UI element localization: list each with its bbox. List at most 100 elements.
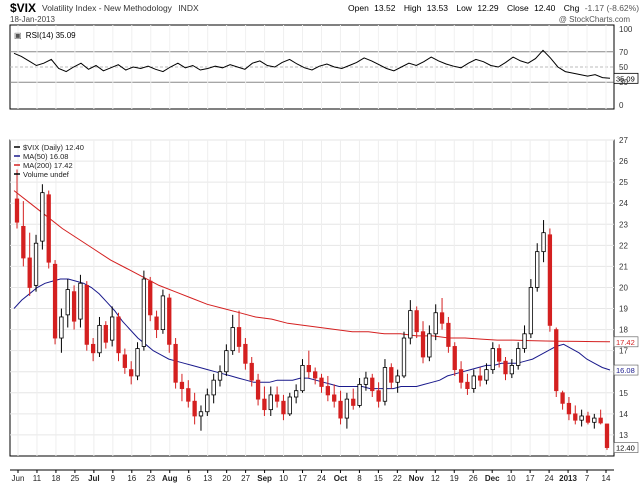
candle <box>167 293 172 353</box>
chart-symbol: $VIX <box>10 1 36 15</box>
candle <box>363 371 369 391</box>
candle <box>46 190 51 269</box>
x-tick-label: 7 <box>585 474 590 483</box>
x-tick-label: 18 <box>51 474 60 483</box>
candle <box>420 321 426 364</box>
candle-body <box>573 413 578 421</box>
ma50-tag-box <box>613 364 639 376</box>
candle <box>579 409 584 427</box>
x-tick-label: 26 <box>469 474 478 483</box>
candle <box>160 289 166 334</box>
candle <box>33 234 39 292</box>
candle <box>129 361 134 385</box>
x-tick-label: Sep <box>257 474 272 483</box>
x-tick-label: Jun <box>12 474 25 483</box>
candle-body <box>21 225 26 259</box>
candle-body <box>382 367 388 402</box>
x-tick-label: 25 <box>70 474 79 483</box>
candle-body <box>604 423 610 448</box>
candle-body <box>554 329 559 392</box>
x-tick-label: 13 <box>203 474 212 483</box>
candle-body <box>236 327 242 347</box>
candle <box>186 380 191 408</box>
candle-body <box>452 346 457 371</box>
price-tick-label: 21 <box>619 262 628 271</box>
candle-body <box>33 242 39 286</box>
x-tick-label: Aug <box>162 474 178 483</box>
rsi-tick-label: 50 <box>619 63 628 72</box>
candle-body <box>592 417 597 423</box>
x-tick-label: 14 <box>602 474 611 483</box>
candle-body <box>477 375 483 381</box>
candle-body <box>585 415 591 423</box>
candle <box>490 342 495 374</box>
candle <box>300 359 305 393</box>
candle <box>497 344 502 368</box>
price-tick-label: 19 <box>619 305 628 314</box>
candle-body <box>255 379 261 400</box>
candle-body <box>59 316 64 339</box>
x-tick-label: Oct <box>334 474 348 483</box>
candle-body <box>198 411 204 417</box>
low-label: Low <box>456 3 472 13</box>
candle-body <box>78 282 83 320</box>
candle <box>65 279 70 328</box>
rsi-line <box>13 49 611 79</box>
rsi-tick-label: 100 <box>619 25 633 34</box>
candle-body <box>110 316 115 341</box>
candle <box>110 306 115 347</box>
price-tick-label: 27 <box>619 136 628 145</box>
price-tick-label: 17 <box>619 347 628 356</box>
x-tick-label: 17 <box>526 474 535 483</box>
candle <box>414 306 419 339</box>
candle <box>439 298 445 330</box>
low-value: 12.29 <box>477 3 499 13</box>
chart-exchange: INDX <box>178 3 199 13</box>
candle <box>458 361 464 389</box>
candle-body <box>427 333 432 358</box>
open-label: Open <box>348 3 369 13</box>
candle-body <box>243 343 248 364</box>
candle <box>52 260 58 345</box>
candle-body <box>192 400 197 417</box>
candle <box>528 279 534 339</box>
legend-entry: $VIX (Daily) 12.40 <box>23 143 84 152</box>
candle <box>78 274 83 328</box>
candle <box>477 367 483 387</box>
x-tick-label: 9 <box>111 474 116 483</box>
candle-body <box>281 400 286 415</box>
price-tick-label: 22 <box>619 241 628 250</box>
chart-date: 18-Jan-2013 <box>10 15 55 24</box>
rsi-legend: ▣ RSI(14) 35.09 <box>14 31 76 40</box>
candle-body <box>503 360 508 375</box>
price-axis-ticks: 272625242322212019181716151413 <box>619 136 628 440</box>
ma200-tag: 17.42 <box>613 336 639 348</box>
candle-body <box>27 257 32 288</box>
candle-body <box>541 232 546 253</box>
price-tick-label: 23 <box>619 220 628 229</box>
candle <box>484 363 489 385</box>
candle-body <box>129 369 134 377</box>
candle <box>332 384 337 408</box>
chart-name-text: Volatility Index - New Methodology <box>42 3 173 13</box>
candle <box>103 321 108 349</box>
candle-body <box>141 278 147 347</box>
candle-body <box>376 390 381 402</box>
candle-body <box>458 369 464 383</box>
candle <box>325 375 331 402</box>
last-price-tag-box <box>613 442 639 453</box>
rsi-tick-label: 70 <box>619 48 628 57</box>
candle <box>401 331 407 379</box>
copyright: @ StockCharts.com <box>559 15 631 24</box>
candle <box>236 310 242 353</box>
close-label: Close <box>507 3 529 13</box>
candle <box>547 228 553 332</box>
candle <box>389 363 394 389</box>
candle <box>306 350 311 379</box>
chart-name: Volatility Index - New Methodology INDX <box>42 3 199 13</box>
x-tick-label: 2013 <box>559 474 577 483</box>
open-value: 13.52 <box>374 3 396 13</box>
candle <box>281 394 286 421</box>
candle-body <box>65 289 70 316</box>
candle <box>40 184 45 250</box>
